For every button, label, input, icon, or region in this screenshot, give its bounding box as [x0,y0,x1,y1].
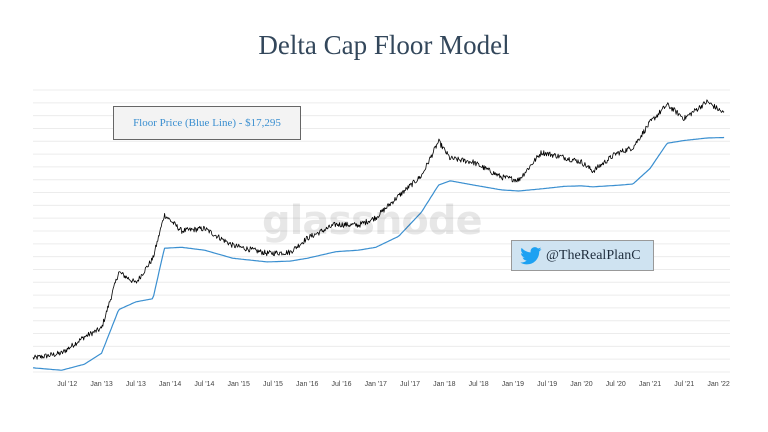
x-tick-label: Jul '12 [57,381,77,388]
x-tick-label: Jul '16 [332,381,352,388]
x-tick-label: Jul '19 [537,381,557,388]
x-tick-label: Jul '18 [469,381,489,388]
x-tick-label: Jan '22 [707,381,729,388]
x-axis: Jul '12 Jan '13 Jul '13 Jan '14 Jul '14 Jan '… [57,381,730,388]
x-tick-label: Jul '17 [400,381,420,388]
floor-price-series-line [32,136,725,371]
x-tick-label: Jan '16 [296,381,318,388]
x-tick-label: Jan '13 [90,381,112,388]
x-tick-label: Jul '15 [263,381,283,388]
x-tick-label: Jul '21 [674,381,694,388]
x-tick-label: Jan '15 [227,381,249,388]
x-tick-label: Jan '17 [365,381,387,388]
x-tick-label: Jul '13 [126,381,146,388]
x-tick-label: Jan '18 [433,381,455,388]
twitter-bird-icon [520,246,542,264]
x-tick-label: Jan '21 [639,381,661,388]
x-tick-label: Jan '20 [570,381,592,388]
floor-price-annotation: Floor Price (Blue Line) - $17,295 [113,106,301,140]
x-tick-label: Jul '20 [606,381,626,388]
series-layer [32,99,725,371]
twitter-handle-badge: @TheRealPlanC [511,240,654,271]
glassnode-watermark: glassnode [262,198,483,244]
x-tick-label: Jul '14 [194,381,214,388]
floor-price-label: Floor Price (Blue Line) - $17,295 [133,117,281,129]
twitter-handle-text: @TheRealPlanC [546,247,641,263]
price-series-line [32,99,725,360]
chart-title: Delta Cap Floor Model [258,30,510,60]
x-tick-label: Jan '14 [159,381,181,388]
x-tick-label: Jan '19 [502,381,524,388]
